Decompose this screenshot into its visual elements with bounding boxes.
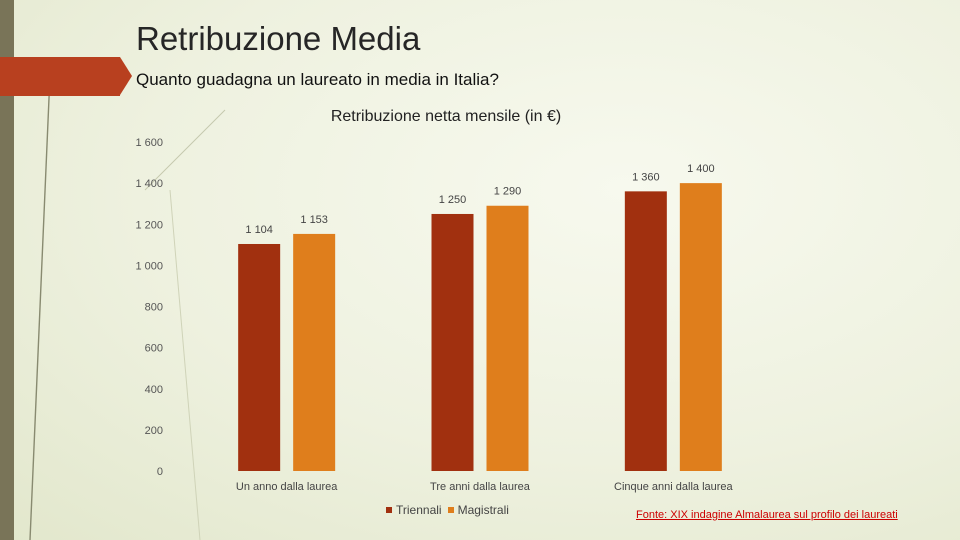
bar [624,191,667,471]
decorative-lines [29,74,226,540]
chart-title: Retribuzione netta mensile (in €) [330,108,562,125]
x-tick-label: Un anno dalla laurea [236,481,338,493]
legend-item: Triennali [386,503,442,517]
y-tick-label: 1 400 [135,178,163,190]
y-tick-label: 600 [145,343,163,355]
data-label: 1 153 [300,214,328,226]
title-accent-tip [120,57,132,95]
data-label: 1 290 [494,186,522,198]
chart-legend: Triennali Magistrali [386,503,515,517]
y-tick-label: 1 000 [135,260,163,272]
title-accent-tab [0,57,120,96]
legend-item: Magistrali [447,503,509,517]
left-decor-bar [0,0,14,540]
bar [431,213,474,471]
y-tick-label: 800 [145,302,163,314]
legend-label: Magistrali [457,503,509,517]
data-label: 1 400 [687,163,715,175]
legend-swatch [447,507,454,513]
data-label: 1 360 [632,171,660,183]
legend-label: Triennali [396,503,442,517]
bar [238,243,281,471]
y-tick-label: 200 [145,425,163,437]
bar [486,205,529,471]
y-tick-label: 1 200 [135,219,163,231]
source-link[interactable]: Fonte: XIX indagine Almalaurea sul profi… [636,509,898,521]
slide-subtitle: Quanto guadagna un laureato in media in … [136,70,499,89]
data-label: 1 250 [439,194,467,206]
slide-title: Retribuzione Media [136,20,421,57]
y-tick-label: 400 [145,384,163,396]
x-tick-label: Tre anni dalla laurea [430,481,531,493]
bar [293,233,336,471]
data-label: 1 104 [245,224,273,236]
y-tick-label: 0 [157,466,163,478]
y-tick-label: 1 600 [135,137,163,149]
bar [679,183,722,471]
x-tick-label: Cinque anni dalla laurea [614,481,734,493]
legend-swatch [386,507,392,513]
chart-title-wrap: Retribuzione netta mensile (in €) [0,108,960,126]
